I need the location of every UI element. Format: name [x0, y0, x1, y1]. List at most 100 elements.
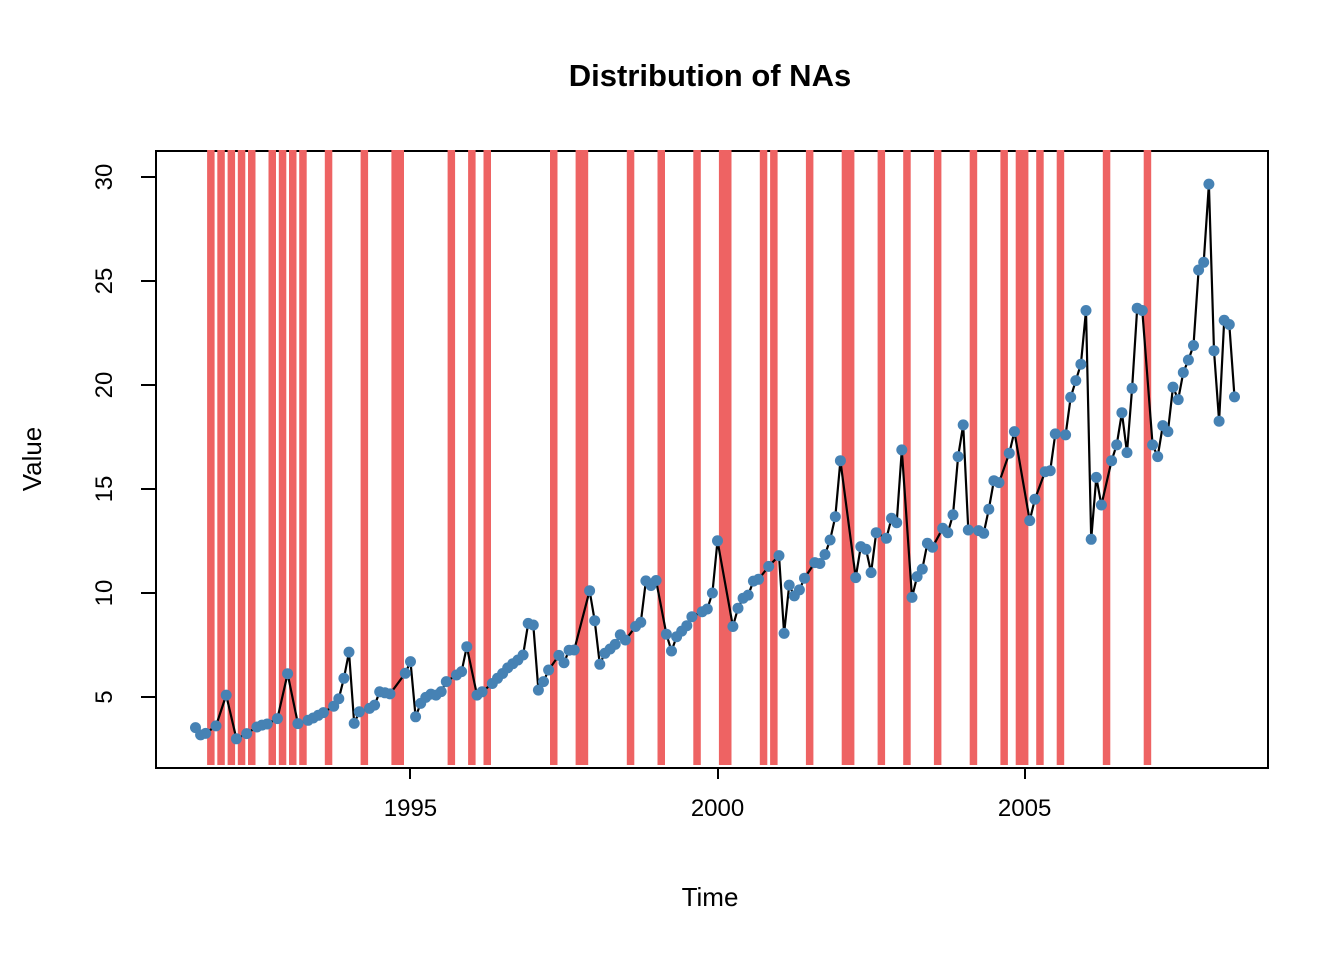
data-point [681, 620, 693, 632]
data-point [527, 619, 539, 631]
na-bar [227, 150, 236, 765]
na-bar [299, 150, 307, 765]
data-point [333, 693, 345, 705]
na-bar [1102, 150, 1111, 765]
na-bar [877, 150, 886, 765]
data-point [896, 444, 908, 456]
data-point [916, 563, 928, 575]
data-point [1003, 447, 1015, 459]
data-point [558, 657, 570, 669]
data-point [292, 718, 304, 730]
data-point [978, 527, 990, 539]
na-bar [1143, 150, 1152, 765]
data-point [927, 541, 938, 553]
na-bar [933, 150, 942, 765]
data-point [773, 550, 785, 562]
data-point [799, 572, 810, 584]
data-point [650, 575, 662, 586]
data-point [241, 728, 253, 740]
na-bar [1020, 150, 1029, 765]
x-tick-mark [1023, 767, 1026, 779]
na-bar [237, 150, 246, 765]
data-point [317, 707, 329, 719]
data-point [230, 733, 242, 745]
data-point [261, 718, 273, 730]
data-point [440, 676, 452, 688]
data-point [476, 686, 488, 698]
data-point [829, 511, 841, 523]
na-bar [724, 150, 732, 765]
na-bar [841, 150, 850, 765]
na-bar [278, 150, 287, 765]
na-bar [759, 150, 768, 765]
data-point [619, 634, 631, 646]
data-point [1147, 439, 1159, 451]
x-tick-label: 1995 [383, 795, 438, 822]
na-bar [324, 150, 333, 765]
data-point [1121, 447, 1133, 459]
data-point [1203, 178, 1215, 190]
data-point [1024, 515, 1036, 527]
na-bar [626, 150, 635, 765]
na-bar [846, 150, 855, 765]
data-point [609, 638, 621, 650]
data-point [1075, 358, 1087, 370]
data-point [1177, 367, 1189, 378]
na-bar [248, 150, 256, 765]
data-point [742, 589, 754, 601]
data-point [1213, 415, 1225, 427]
data-point [1167, 381, 1179, 393]
na-bar [217, 150, 225, 765]
data-point [461, 641, 473, 653]
x-tick-mark [716, 767, 719, 779]
data-point [1223, 319, 1235, 330]
na-bar [289, 150, 297, 765]
na-bar [657, 150, 665, 765]
plot-frame [155, 150, 1269, 769]
data-point [850, 572, 862, 584]
data-point [778, 627, 790, 639]
data-point [1060, 429, 1072, 441]
data-point [1116, 407, 1128, 419]
data-point [824, 534, 836, 546]
na-bar [805, 150, 814, 765]
data-point [1126, 382, 1138, 394]
data-point [660, 628, 672, 640]
data-point [906, 591, 918, 603]
data-point [538, 676, 549, 688]
data-point [353, 706, 365, 718]
y-tick-mark [141, 696, 155, 698]
data-point [568, 644, 580, 656]
data-point [753, 573, 764, 585]
data-point [814, 558, 826, 569]
data-point [532, 684, 544, 696]
data-point [635, 616, 647, 628]
data-point [983, 503, 995, 515]
na-bar [969, 150, 978, 765]
y-tick-mark [141, 488, 155, 490]
data-point [271, 713, 283, 725]
data-point [993, 477, 1005, 489]
data-point [701, 603, 713, 615]
y-tick-mark [141, 280, 155, 282]
data-point [384, 688, 396, 700]
data-point [435, 686, 447, 698]
na-bar [693, 150, 701, 765]
x-axis-title: Time [681, 882, 739, 912]
na-bar [391, 150, 399, 765]
y-tick-mark [141, 384, 155, 386]
y-tick-mark [141, 176, 155, 178]
na-bar [268, 150, 276, 765]
data-point [865, 567, 877, 579]
data-point [860, 543, 872, 555]
na-bar [1056, 150, 1065, 765]
data-point [732, 602, 744, 614]
data-point [543, 664, 555, 676]
na-bar [903, 150, 911, 765]
data-point [942, 527, 954, 539]
data-point [1044, 465, 1056, 477]
data-point [686, 611, 698, 623]
na-bar [718, 150, 727, 765]
data-point [952, 451, 964, 463]
